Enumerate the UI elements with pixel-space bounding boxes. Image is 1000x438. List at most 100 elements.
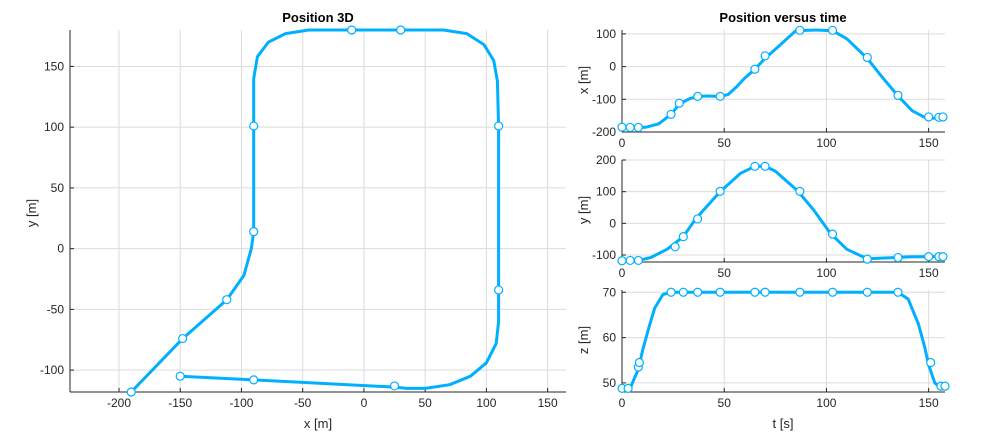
waypoint-marker <box>862 287 872 297</box>
waypoint-marker <box>633 122 643 133</box>
waypoint-marker <box>760 287 770 297</box>
waypoint-marker <box>617 122 627 132</box>
x-tick-label: 50 <box>418 396 432 410</box>
waypoint-marker <box>924 252 934 262</box>
waypoint-marker <box>938 112 948 122</box>
waypoint-marker <box>693 214 703 224</box>
waypoint-marker <box>623 383 633 393</box>
y-tick-label: -100 <box>592 248 616 262</box>
y-tick-label: 100 <box>596 27 616 41</box>
waypoint-marker <box>175 371 185 381</box>
x-tick-label: 150 <box>919 136 939 150</box>
x_t-grid <box>621 30 945 133</box>
waypoint-marker <box>126 387 136 397</box>
waypoint-marker <box>494 285 504 295</box>
waypoint-marker <box>827 25 838 35</box>
y-tick-label: -100 <box>40 363 64 377</box>
z-versus-time-y-label: z [m] <box>576 326 591 354</box>
waypoint-marker <box>633 255 643 266</box>
waypoint-marker <box>625 255 635 266</box>
y-tick-label: -200 <box>592 125 616 139</box>
y-tick-label: 200 <box>596 153 616 167</box>
waypoint-marker <box>750 161 760 171</box>
waypoint-marker <box>924 112 934 122</box>
waypoint-marker <box>940 381 950 391</box>
waypoint-marker <box>715 186 725 196</box>
y-tick-label: 50 <box>603 376 617 390</box>
waypoint-marker <box>893 287 903 297</box>
y-tick-label: 0 <box>57 242 64 256</box>
waypoint-marker <box>678 287 688 297</box>
position-3d-y-label: y [m] <box>24 199 39 227</box>
x-versus-time-plot: Position versus time x [m] 0 50 100 150 -200… <box>576 10 948 150</box>
z-versus-time-x-label: t [s] <box>773 416 794 431</box>
waypoint-marker <box>666 287 676 297</box>
x-tick-label: 100 <box>816 136 836 150</box>
y-tick-label: 0 <box>609 60 616 74</box>
waypoint-marker <box>178 333 188 344</box>
waypoint-marker <box>249 227 259 237</box>
x-versus-time-y-label: x [m] <box>576 66 591 94</box>
x-tick-label: 150 <box>919 266 939 280</box>
waypoint-marker <box>715 287 725 297</box>
y-tick-label: 70 <box>603 285 617 299</box>
position-3d-title: Position 3D <box>282 10 354 25</box>
waypoint-marker <box>827 287 838 297</box>
waypoint-marker <box>893 90 903 100</box>
trajectory-line <box>620 28 947 130</box>
trajectory-line <box>620 164 947 263</box>
waypoint-marker <box>625 122 635 133</box>
waypoint-marker <box>249 375 259 385</box>
x-tick-label: 0 <box>361 396 368 410</box>
x-tick-label: -150 <box>168 396 192 410</box>
waypoint-marker <box>795 186 805 196</box>
x-tick-label: -100 <box>229 396 253 410</box>
waypoint-marker <box>893 252 903 263</box>
waypoint-marker <box>347 25 357 35</box>
x-tick-label: 0 <box>619 396 626 410</box>
x-tick-label: 50 <box>718 396 732 410</box>
waypoint-marker <box>617 256 627 266</box>
x-tick-label: 150 <box>919 396 939 410</box>
waypoint-marker <box>222 295 232 305</box>
z_t-grid <box>621 290 945 392</box>
waypoint-marker <box>670 242 680 252</box>
waypoint-marker <box>862 254 872 264</box>
y-tick-label: 150 <box>44 59 64 73</box>
waypoint-marker <box>938 252 948 262</box>
x-tick-label: -200 <box>107 396 131 410</box>
waypoint-marker <box>715 91 725 101</box>
x-tick-label: 100 <box>476 396 496 410</box>
waypoint-marker <box>827 229 838 239</box>
waypoint-marker <box>396 25 406 35</box>
waypoint-marker <box>862 52 872 63</box>
y-tick-label: 0 <box>609 216 616 230</box>
waypoint-marker <box>795 287 805 297</box>
y-tick-label: -100 <box>592 92 616 106</box>
waypoint-marker <box>750 64 760 74</box>
waypoint-marker <box>249 121 259 131</box>
waypoint-marker <box>760 51 770 61</box>
x-tick-label: 50 <box>718 136 732 150</box>
waypoint-marker <box>795 25 805 35</box>
x-tick-label: 50 <box>718 266 732 280</box>
waypoint-marker <box>693 287 703 297</box>
waypoint-marker <box>666 109 676 119</box>
x-tick-label: 100 <box>816 396 836 410</box>
waypoint-marker <box>760 161 770 171</box>
waypoint-marker <box>494 121 504 131</box>
x-tick-label: 100 <box>816 266 836 280</box>
trajectory-line <box>129 28 501 394</box>
x-tick-label: 150 <box>538 396 558 410</box>
y-versus-time-y-label: y [m] <box>576 196 591 224</box>
y-tick-label: 100 <box>44 120 64 134</box>
x-tick-label: 0 <box>619 266 626 280</box>
y-tick-label: 50 <box>51 181 65 195</box>
position-3d-x-label: x [m] <box>304 416 332 431</box>
waypoint-marker <box>389 381 400 391</box>
waypoint-marker <box>678 232 688 242</box>
trajectory-line <box>620 290 947 390</box>
